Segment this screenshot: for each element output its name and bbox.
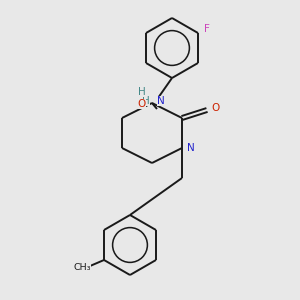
- Text: O: O: [138, 99, 146, 109]
- Text: CH₃: CH₃: [73, 263, 91, 272]
- Text: H: H: [142, 96, 150, 106]
- Text: N: N: [187, 143, 195, 153]
- Text: F: F: [204, 24, 210, 34]
- Text: H: H: [138, 87, 146, 97]
- Text: O: O: [212, 103, 220, 113]
- Text: N: N: [157, 96, 165, 106]
